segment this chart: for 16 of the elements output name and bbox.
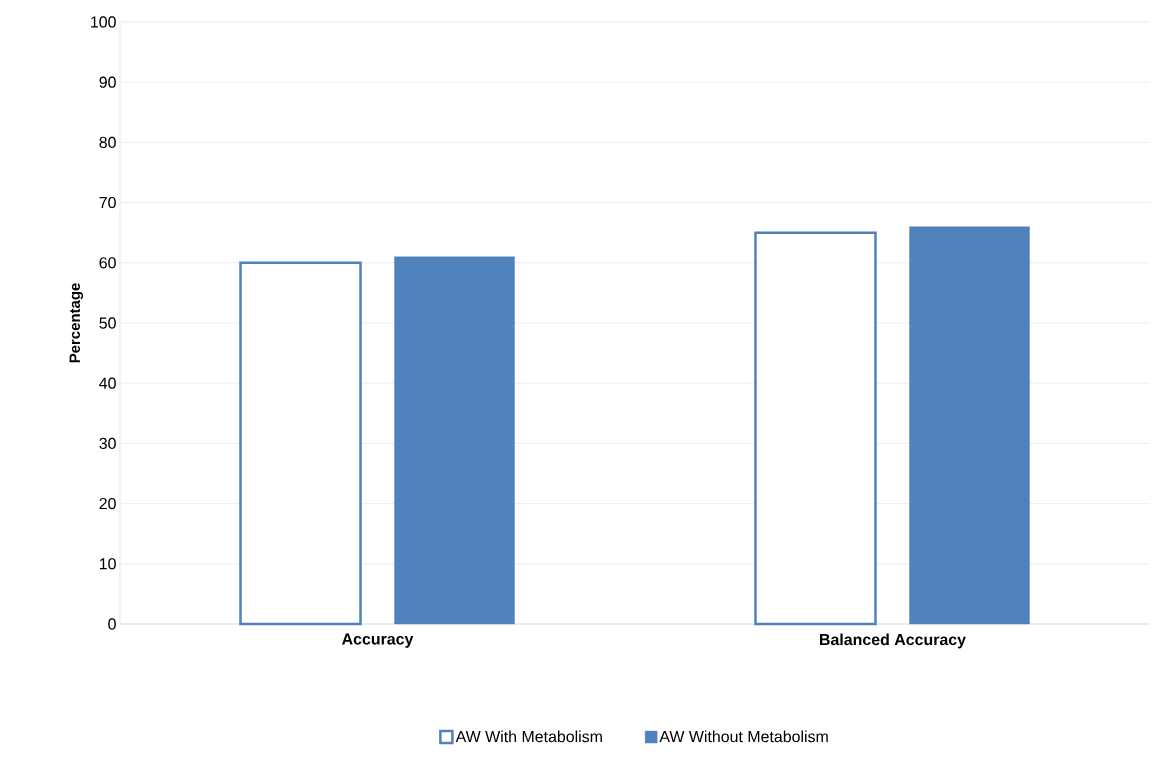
y-tick-label: 40 (99, 377, 116, 389)
y-tick-label: 100 (91, 16, 116, 28)
legend-label: AW With Metabolism (455, 730, 602, 743)
x-tick-label: Balanced Accuracy (820, 633, 966, 649)
y-tick-label: 0 (108, 618, 116, 630)
y-tick-label: 90 (99, 76, 116, 88)
y-tick-label: 70 (99, 196, 116, 209)
y-tick-label: 60 (99, 257, 116, 269)
x-tick-label: Accuracy (342, 633, 414, 648)
y-tick-label: 10 (99, 558, 116, 570)
y-tick-label: 50 (99, 317, 116, 329)
y-tick-label: 30 (99, 437, 116, 450)
y-axis-title: Percentage (69, 283, 84, 363)
legend-label: AW Without Metabolism (659, 730, 828, 743)
y-tick-label: 80 (99, 136, 116, 149)
y-tick-label: 20 (99, 497, 116, 510)
